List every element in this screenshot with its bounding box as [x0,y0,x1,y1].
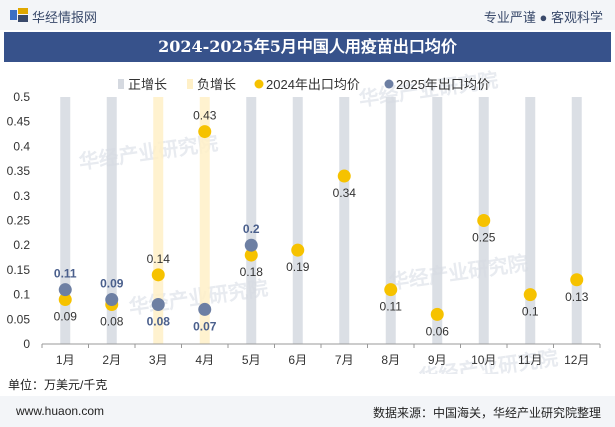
x-axis: 1月 2月 3月 4月 5月 6月 7月 8月 9月 10月 11月 12月 [41,343,601,367]
label-2025: 0.2 [243,222,260,236]
y-tick-label: 0.1 [13,288,30,302]
point-2024[interactable] [151,268,165,282]
brand-name[interactable]: 华经情报网 [32,10,98,25]
legend: 正增长 负增长 2024年出口均价 2025年出口均价 [118,77,490,92]
point-2025[interactable] [198,302,212,316]
label-2025: 0.09 [100,277,124,291]
y-tick-label: 0.5 [13,90,30,104]
growth-bar [385,97,396,344]
y-tick-label: 0 [23,337,30,351]
label-2024: 0.06 [426,324,450,338]
y-tick-label: 0.35 [7,164,31,178]
legend-2024-label[interactable]: 2024年出口均价 [266,77,360,92]
point-2024[interactable] [58,293,72,307]
label-2024: 0.25 [472,231,496,245]
x-tick-label: 3月 [149,353,168,367]
label-2024: 0.1 [522,305,539,319]
x-tick-label: 5月 [242,353,261,367]
growth-bar [571,97,582,344]
legend-2025-swatch [384,79,394,89]
label-2024: 0.14 [147,252,171,266]
y-tick-label: 0.2 [13,238,30,252]
legend-negative-label[interactable]: 负增长 [197,77,236,92]
point-2024[interactable] [477,214,491,227]
site-url[interactable]: www.huaon.com [16,404,105,418]
data-labels: 0.09 0.08 0.14 0.43 0.18 0.19 0.34 0.11 0.06 0.25… [54,109,589,339]
label-2024: 0.43 [193,109,217,123]
label-2024: 0.34 [333,186,357,200]
point-2024[interactable] [244,248,258,262]
x-tick-label: 12月 [564,353,589,367]
x-tick-label: 6月 [288,353,307,367]
data-points [58,125,584,321]
x-tick-label: 4月 [195,353,214,367]
point-2025[interactable] [151,297,165,311]
legend-negative-swatch [187,79,193,89]
growth-bar [292,97,303,344]
y-tick-label: 0.4 [13,139,30,153]
huajing-logo-icon [10,8,28,22]
x-tick-label: 7月 [335,353,354,367]
point-2024[interactable] [570,273,584,287]
label-2025: 0.07 [193,319,217,333]
growth-bar [153,97,164,344]
footer-bar: www.huaon.com 数据来源：中国海关，华经产业研究院整理 [0,396,615,427]
growth-bar [339,97,350,344]
legend-2024-swatch [254,79,264,89]
x-tick-label: 2月 [102,353,121,367]
tagline: 专业严谨 ● 客观科学 [483,10,603,25]
growth-bar [60,97,71,344]
watermark-text: 华经产业研究院 [77,131,219,174]
y-tick-label: 0.25 [7,214,31,228]
point-2025[interactable] [58,283,72,297]
legend-2025-label[interactable]: 2025年出口均价 [396,77,490,92]
top-bar: 华经情报网 专业严谨 ● 客观科学 [0,0,615,30]
y-tick-label: 0.3 [13,189,30,203]
chart: 华经产业研究院华经产业研究院华经产业研究院华经产业研究院华经产业研究院 正增长负… [7,68,601,374]
growth-bar [199,97,210,344]
label-2025: 0.08 [147,314,171,328]
growth-bar [432,97,443,344]
y-tick-label: 0.45 [7,115,31,129]
point-2025[interactable] [105,293,119,307]
label-2025: 0.11 [54,267,77,281]
point-2024[interactable] [337,169,351,183]
label-2024: 0.13 [565,290,589,304]
watermark-text: 华经产业研究院 [387,251,529,294]
point-2024[interactable] [523,288,537,302]
x-tick-label: 9月 [428,353,447,367]
x-tick-label: 8月 [381,353,400,367]
label-2024: 0.09 [54,310,78,324]
x-tick-label: 1月 [56,353,75,367]
growth-bar [106,97,117,344]
point-2024[interactable] [198,125,212,139]
legend-positive-label[interactable]: 正增长 [128,77,167,92]
label-2024: 0.11 [380,300,403,314]
x-tick-label: 10月 [471,353,496,367]
unit-label: 单位：万美元/千克 [8,378,108,392]
chart-title: 2024-2025年5月中国人用疫苗出口均价 [4,32,611,62]
point-2024[interactable] [430,307,444,321]
y-tick-label: 0.05 [7,312,31,326]
label-2024: 0.19 [286,260,310,274]
label-2024: 0.08 [100,314,124,328]
y-axis: 0 0.05 0.1 0.15 0.2 0.25 0.3 0.35 0.4 0.45 0.5 [7,90,31,351]
label-2024: 0.18 [240,265,264,279]
point-2024[interactable] [384,283,398,297]
data-source: 数据来源：中国海关，华经产业研究院整理 [372,406,601,420]
y-tick-label: 0.15 [7,263,31,277]
point-2025[interactable] [244,238,258,252]
growth-bar [525,97,536,344]
x-tick-label: 11月 [518,353,542,367]
legend-positive-swatch [118,79,124,89]
point-2024[interactable] [291,243,305,257]
growth-bar [246,97,257,344]
